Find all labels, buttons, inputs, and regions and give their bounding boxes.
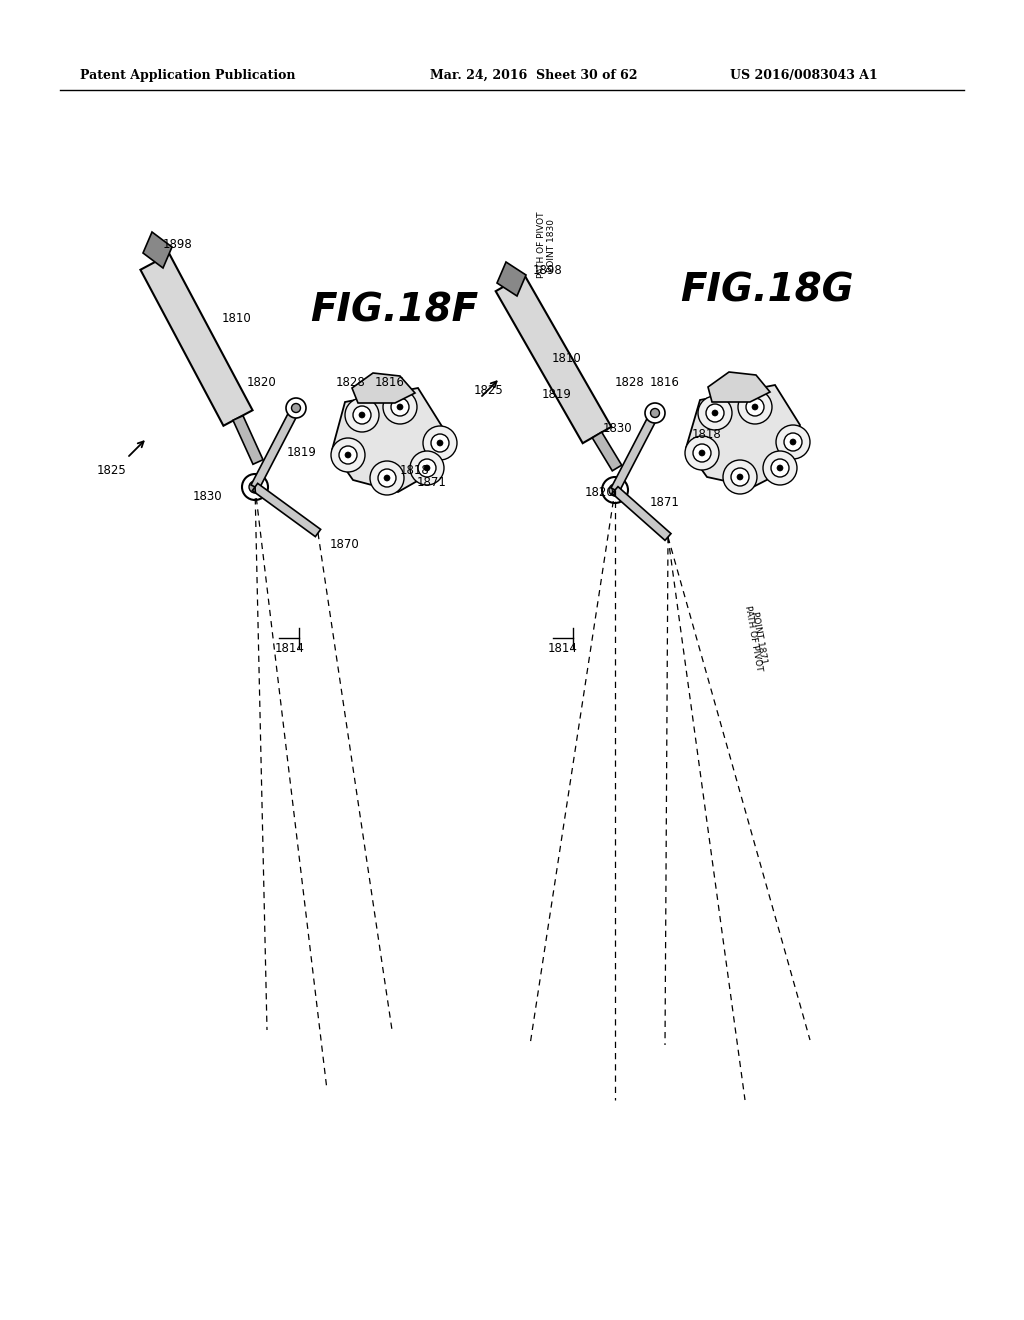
Text: 1820: 1820 — [247, 375, 276, 388]
Text: 1819: 1819 — [542, 388, 572, 401]
Text: 1825: 1825 — [474, 384, 504, 396]
Circle shape — [746, 399, 764, 416]
Circle shape — [776, 425, 810, 459]
Polygon shape — [143, 232, 172, 268]
Polygon shape — [332, 388, 443, 492]
Polygon shape — [497, 261, 526, 296]
Text: 1871: 1871 — [417, 475, 446, 488]
Polygon shape — [352, 374, 415, 403]
Polygon shape — [233, 416, 263, 465]
Text: Patent Application Publication: Patent Application Publication — [80, 69, 296, 82]
Circle shape — [698, 396, 732, 430]
Polygon shape — [496, 275, 611, 444]
Circle shape — [763, 451, 797, 484]
Text: 1818: 1818 — [400, 463, 430, 477]
Circle shape — [790, 440, 796, 445]
Circle shape — [345, 451, 351, 458]
Circle shape — [423, 426, 457, 459]
Text: 1898: 1898 — [534, 264, 563, 276]
Polygon shape — [612, 487, 671, 540]
Text: 1830: 1830 — [602, 421, 632, 434]
Polygon shape — [611, 411, 659, 492]
Text: 1828: 1828 — [615, 375, 645, 388]
Text: 1814: 1814 — [275, 642, 305, 655]
Circle shape — [286, 399, 306, 418]
Text: POINT 1830: POINT 1830 — [548, 219, 556, 272]
Circle shape — [370, 461, 404, 495]
Polygon shape — [592, 432, 622, 471]
Text: 1816: 1816 — [375, 375, 404, 388]
Polygon shape — [140, 255, 253, 426]
Circle shape — [424, 465, 430, 471]
Circle shape — [384, 475, 390, 480]
Circle shape — [418, 459, 436, 477]
Circle shape — [431, 434, 449, 451]
Circle shape — [602, 477, 628, 503]
Text: 1830: 1830 — [193, 490, 222, 503]
Circle shape — [249, 480, 261, 492]
Text: 1818: 1818 — [692, 429, 722, 441]
Circle shape — [292, 404, 300, 412]
Text: PATH OF PIVOT: PATH OF PIVOT — [538, 211, 547, 279]
Text: POINT 1871: POINT 1871 — [750, 611, 768, 665]
Circle shape — [353, 407, 371, 424]
Circle shape — [645, 403, 665, 422]
Circle shape — [410, 451, 444, 484]
Circle shape — [378, 469, 396, 487]
Circle shape — [437, 440, 443, 446]
Circle shape — [383, 389, 417, 424]
Circle shape — [706, 404, 724, 422]
Circle shape — [784, 433, 802, 451]
Circle shape — [609, 484, 621, 496]
Circle shape — [242, 474, 268, 500]
Text: PATH OF PIVOT: PATH OF PIVOT — [743, 605, 764, 672]
Text: 1828: 1828 — [336, 375, 366, 388]
Circle shape — [737, 474, 743, 480]
Text: 1898: 1898 — [163, 238, 193, 251]
Text: 1816: 1816 — [650, 376, 680, 389]
Text: 1820: 1820 — [585, 486, 614, 499]
Text: 1810: 1810 — [552, 351, 582, 364]
Circle shape — [397, 404, 403, 411]
Text: 1819: 1819 — [287, 446, 317, 458]
Polygon shape — [251, 407, 300, 490]
Text: 1871: 1871 — [650, 495, 680, 508]
Circle shape — [345, 399, 379, 432]
Text: US 2016/0083043 A1: US 2016/0083043 A1 — [730, 69, 878, 82]
Circle shape — [699, 450, 705, 455]
Text: 1870: 1870 — [330, 539, 359, 552]
Circle shape — [331, 438, 365, 473]
Polygon shape — [252, 483, 321, 537]
Circle shape — [723, 459, 757, 494]
Circle shape — [359, 412, 365, 418]
Circle shape — [693, 444, 711, 462]
Circle shape — [685, 436, 719, 470]
Circle shape — [650, 408, 659, 417]
Text: 1814: 1814 — [548, 642, 578, 655]
Circle shape — [731, 469, 749, 486]
Circle shape — [771, 459, 790, 477]
Polygon shape — [686, 385, 800, 487]
Text: Mar. 24, 2016  Sheet 30 of 62: Mar. 24, 2016 Sheet 30 of 62 — [430, 69, 638, 82]
Circle shape — [391, 399, 409, 416]
Circle shape — [712, 411, 718, 416]
Text: FIG.18G: FIG.18G — [680, 271, 853, 309]
Circle shape — [777, 465, 783, 471]
Circle shape — [738, 389, 772, 424]
Polygon shape — [708, 372, 770, 403]
Text: 1825: 1825 — [97, 463, 127, 477]
Text: 1810: 1810 — [222, 312, 252, 325]
Circle shape — [752, 404, 758, 411]
Text: FIG.18F: FIG.18F — [310, 290, 478, 329]
Circle shape — [339, 446, 357, 465]
